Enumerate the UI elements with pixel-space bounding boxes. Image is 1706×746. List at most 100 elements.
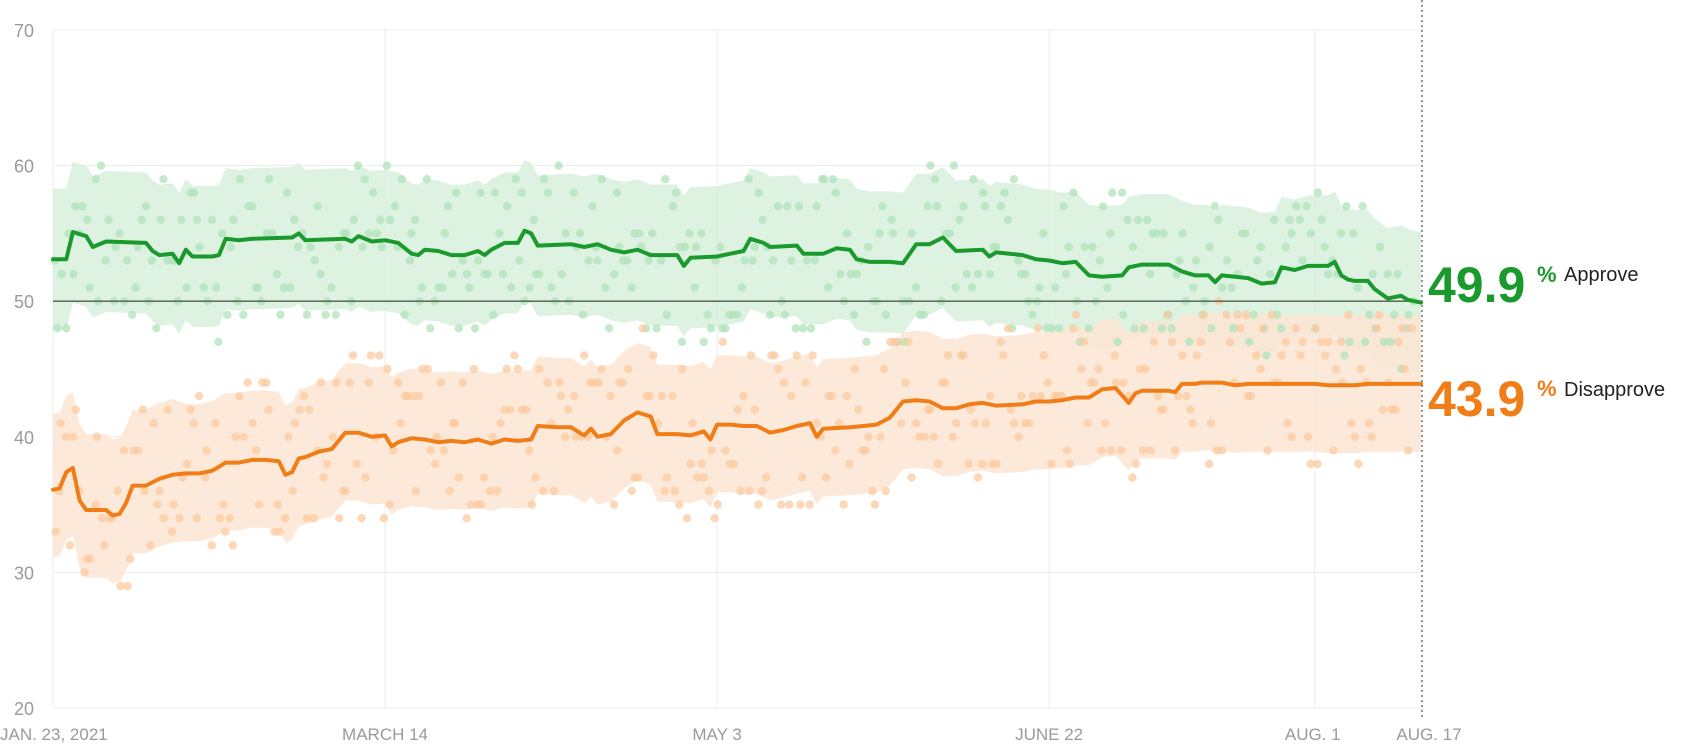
disapprove-poll-dot	[901, 378, 910, 387]
approve-poll-dot	[70, 202, 80, 211]
disapprove-poll-dot	[678, 364, 687, 374]
approve-callout: 49.9 % Approve	[1428, 257, 1639, 313]
disapprove-poll-dot	[798, 473, 807, 482]
approve-poll-dot	[1146, 269, 1155, 279]
approve-poll-dot	[806, 324, 816, 333]
disapprove-poll-dot	[564, 405, 573, 414]
disapprove-poll-dot	[488, 432, 497, 441]
disapprove-poll-dot	[1036, 391, 1045, 401]
disapprove-poll-dot	[881, 486, 890, 496]
disapprove-poll-dot	[834, 419, 844, 428]
approve-poll-dot	[831, 188, 840, 197]
disapprove-poll-dot	[1324, 337, 1333, 347]
disapprove-poll-dot	[1182, 391, 1191, 401]
x-tick-label: JUNE 22	[1015, 725, 1083, 744]
approve-poll-dot	[276, 310, 285, 319]
disapprove-poll-dot	[981, 419, 990, 428]
approve-poll-dot	[1285, 215, 1294, 224]
disapprove-value: 43.9	[1428, 371, 1525, 427]
approve-poll-dot	[57, 269, 66, 279]
disapprove-poll-dot	[675, 500, 684, 509]
disapprove-poll-dot	[1159, 405, 1168, 414]
disapprove-poll-dot	[221, 527, 230, 536]
disapprove-poll-dot	[69, 432, 78, 441]
approve-poll-dot	[1178, 229, 1187, 238]
y-tick-label: 30	[14, 563, 34, 583]
approve-poll-dot	[932, 202, 942, 211]
approve-poll-dot	[377, 242, 387, 252]
disapprove-poll-dot	[366, 351, 376, 360]
x-axis-ticks: JAN. 23, 2021 MARCH 14 MAY 3 JUNE 22 AUG. 1 A…	[0, 725, 1462, 744]
approve-poll-dot	[101, 256, 110, 265]
disapprove-poll-dot	[1263, 446, 1272, 455]
approve-poll-dot	[671, 188, 681, 197]
approve-poll-dot	[223, 310, 232, 319]
disapprove-poll-dot	[876, 432, 885, 441]
approve-poll-dot	[1039, 229, 1048, 238]
approve-poll-dot	[668, 202, 678, 211]
disapprove-poll-dot	[357, 514, 366, 523]
approve-poll-dot	[462, 269, 472, 279]
approve-poll-dot	[740, 256, 749, 265]
approve-poll-dot	[820, 175, 829, 184]
disapprove-poll-dot	[1303, 432, 1313, 441]
disapprove-poll-dot	[907, 473, 916, 482]
disapprove-poll-dot	[864, 432, 873, 441]
approve-poll-dot	[828, 175, 837, 184]
disapprove-poll-dot	[992, 459, 1001, 469]
approve-poll-dot	[1064, 242, 1074, 252]
disapprove-poll-dot	[202, 446, 211, 455]
disapprove-poll-dot	[1394, 337, 1403, 347]
approve-poll-dot	[593, 256, 602, 265]
approve-poll-dot	[438, 283, 447, 292]
approve-poll-dot	[349, 215, 358, 224]
approve-poll-dot	[744, 175, 753, 184]
disapprove-poll-dot	[662, 473, 672, 482]
disapprove-poll-dot	[394, 378, 403, 387]
approve-poll-dot	[1084, 324, 1093, 333]
y-tick-label: 40	[14, 428, 34, 448]
approve-poll-dot	[959, 202, 968, 211]
disapprove-poll-dot	[1110, 351, 1120, 360]
disapprove-poll-dot	[1094, 364, 1103, 374]
approve-poll-dot	[452, 188, 461, 197]
disapprove-poll-dot	[1097, 446, 1106, 455]
approve-poll-dot	[376, 215, 385, 224]
approve-poll-dot	[1320, 242, 1329, 252]
approve-poll-dot	[353, 161, 363, 170]
approve-poll-dot	[648, 229, 657, 238]
approve-poll-dot	[503, 202, 512, 211]
disapprove-poll-dot	[770, 351, 779, 360]
disapprove-poll-dot	[786, 391, 796, 401]
disapprove-poll-dot	[411, 486, 420, 496]
disapprove-poll-dot	[445, 486, 454, 496]
approve-poll-dot	[539, 175, 549, 184]
approve-poll-dot	[561, 229, 570, 238]
disapprove-poll-dot	[1356, 364, 1365, 374]
disapprove-poll-dot	[812, 419, 821, 428]
disapprove-poll-dot	[119, 446, 129, 455]
approve-poll-dot	[128, 310, 137, 319]
disapprove-poll-dot	[194, 391, 204, 401]
disapprove-poll-dot	[1119, 378, 1128, 387]
disapprove-poll-dot	[243, 378, 252, 387]
approve-poll-dot	[400, 310, 409, 319]
approve-poll-dot	[1386, 337, 1395, 347]
disapprove-poll-dot	[1374, 310, 1384, 319]
approve-poll-dot	[529, 215, 539, 224]
disapprove-poll-dot	[1199, 310, 1208, 319]
approve-poll-dot	[955, 215, 964, 224]
disapprove-poll-dot	[808, 351, 817, 360]
approve-poll-dot	[498, 269, 508, 279]
disapprove-poll-dot	[332, 378, 341, 387]
disapprove-poll-dot	[334, 514, 344, 523]
disapprove-poll-dot	[686, 459, 695, 469]
disapprove-poll-dot	[352, 459, 361, 469]
approve-poll-dot	[1207, 324, 1216, 333]
approve-poll-dot	[511, 175, 520, 184]
disapprove-poll-dot	[414, 391, 424, 401]
approve-poll-dot	[949, 161, 959, 170]
trend-lines	[51, 228, 1423, 518]
approve-poll-dot	[1340, 351, 1349, 360]
disapprove-poll-dot	[868, 486, 877, 496]
